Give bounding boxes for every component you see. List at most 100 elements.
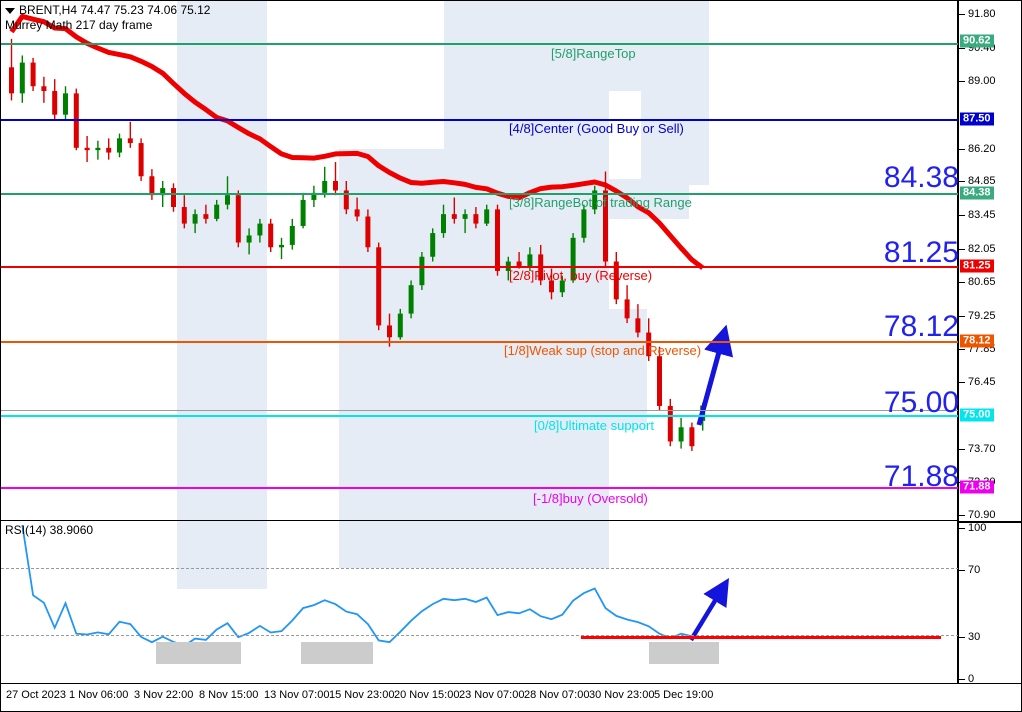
watermark-shape <box>177 1 267 520</box>
axis-tick-label: 89.00 <box>968 75 996 87</box>
axis-tick-label: 70.90 <box>968 509 996 521</box>
axis-tick-label: 91.80 <box>968 8 996 20</box>
price-tag: 78.12 <box>960 334 994 348</box>
rsi-axis-tick <box>959 528 965 529</box>
candle-body <box>41 86 47 91</box>
level-label-r1_8: [1/8]Weak sup (stop and Reverse) <box>504 343 702 358</box>
axis-tick-label: 80.65 <box>968 276 996 288</box>
rsi-axis-tick-label: 30 <box>968 631 981 643</box>
time-label: 1 Nov 06:00 <box>69 689 129 701</box>
price-axis[interactable]: 91.80 90.40 89.00 86.20 84.85 83.45 82.05 80.65… <box>957 0 1022 685</box>
candle-body <box>657 356 662 406</box>
price-annotation: 78.12 <box>883 310 958 343</box>
axis-tick <box>959 349 965 350</box>
axis-tick <box>959 149 965 150</box>
candle-body <box>430 233 436 257</box>
price-annotation: 81.25 <box>883 236 958 269</box>
candle-body <box>138 143 144 177</box>
candle-body <box>257 223 263 236</box>
triangle-down-icon[interactable] <box>5 7 15 14</box>
rsi-line <box>21 524 704 647</box>
price-annotation: 71.88 <box>883 460 958 493</box>
level-line-r3_8 <box>1 193 958 195</box>
axis-divider <box>959 521 1022 523</box>
time-label: 3 Nov 22:00 <box>134 689 194 701</box>
candle-body <box>419 256 425 286</box>
candle-body <box>127 138 133 144</box>
rsi-axis-tick <box>959 637 965 638</box>
time-axis[interactable]: 27 Oct 2023 1 Nov 06:00 3 Nov 22:00 8 Nov 1… <box>0 684 1022 712</box>
axis-tick-label: 86.20 <box>968 143 996 155</box>
candle-body <box>192 214 198 224</box>
candle-body <box>581 209 587 238</box>
candle-body <box>181 207 187 224</box>
axis-tick-label: 83.45 <box>968 209 996 221</box>
candle-body <box>462 214 468 219</box>
indicator-line: Murrey Math 217 day frame <box>5 18 153 32</box>
time-label: 20 Nov 15:00 <box>394 689 460 701</box>
level-line-r0_8 <box>1 415 958 417</box>
rsi-axis-tick-label: 100 <box>968 522 987 534</box>
prev-close-line <box>1 410 958 411</box>
axis-tick <box>959 14 965 15</box>
rsi-oversold-zone <box>649 642 719 664</box>
candle-body <box>408 285 414 314</box>
price-tag: 75.00 <box>960 408 994 422</box>
candle-body <box>19 62 25 94</box>
candle-body <box>387 325 392 338</box>
level-line-rm1_8 <box>1 487 958 489</box>
candle-body <box>63 93 68 115</box>
price-tag: 81.25 <box>960 259 994 273</box>
level-label-r2_8: [2/8]Pivot, buy (Reverse) <box>509 268 653 283</box>
time-label: 5 Dec 19:00 <box>654 689 714 701</box>
time-label: 23 Nov 07:00 <box>459 689 525 701</box>
time-label: 13 Nov 07:00 <box>264 689 330 701</box>
symbol-line: BRENT,H4 74.47 75.23 74.06 75.12 <box>5 3 210 18</box>
candle-body <box>451 214 457 219</box>
price-annotation: 75.00 <box>883 386 958 419</box>
candle-body <box>9 67 14 94</box>
price-annotation: 84.38 <box>883 161 958 194</box>
rsi-oversold-zone <box>156 642 241 664</box>
candle-body <box>300 199 306 226</box>
candle-body <box>225 195 230 205</box>
axis-tick-label: 79.25 <box>968 310 996 322</box>
axis-tick <box>959 181 965 182</box>
level-label-rm1_8: [-1/8]buy (Oversold) <box>533 491 648 506</box>
candle-body <box>30 62 36 87</box>
candle-body <box>495 209 500 271</box>
level-line-r5_8 <box>1 43 958 45</box>
level-label-r4_8: [4/8]Center (Good Buy or Sell) <box>509 121 684 136</box>
rsi-chart-pane[interactable] <box>0 521 958 684</box>
watermark-shape <box>339 521 609 568</box>
candle-body <box>289 225 295 245</box>
candle-body <box>376 247 382 326</box>
rsi-line-series <box>21 524 704 647</box>
level-label-r3_8: [3/8]RangeBot of trading Range <box>509 195 692 210</box>
level-line-r1_8 <box>1 341 958 343</box>
level-line-r2_8 <box>1 266 958 268</box>
price-chart-pane[interactable]: [5/8]RangeTop [4/8]Center (Good Buy or Se… <box>0 0 958 521</box>
candle-body <box>203 214 209 219</box>
axis-tick-label: 84.85 <box>968 175 996 187</box>
level-label-r0_8: [0/8]Ultimate support <box>534 418 654 433</box>
rsi-axis-tick <box>959 679 965 680</box>
candle-body <box>246 235 252 243</box>
symbol-text: BRENT,H4 74.47 75.23 74.06 75.12 <box>19 3 211 17</box>
chart-header: BRENT,H4 74.47 75.23 74.06 75.12 Murrey … <box>5 3 210 33</box>
axis-tick <box>959 249 965 250</box>
level-line-r4_8 <box>1 119 958 121</box>
candlestick-series <box>9 13 706 451</box>
axis-tick <box>959 515 965 516</box>
candle-body <box>527 254 533 267</box>
candle-body <box>354 209 360 217</box>
axis-tick <box>959 215 965 216</box>
rsi-axis-tick-label: 70 <box>968 564 981 576</box>
candle-body <box>84 147 90 151</box>
time-label: 8 Nov 15:00 <box>199 689 259 701</box>
price-tag: 87.50 <box>960 112 994 126</box>
level-label-r5_8: [5/8]RangeTop <box>551 46 636 61</box>
axis-tick <box>959 382 965 383</box>
candle-body <box>484 209 490 224</box>
